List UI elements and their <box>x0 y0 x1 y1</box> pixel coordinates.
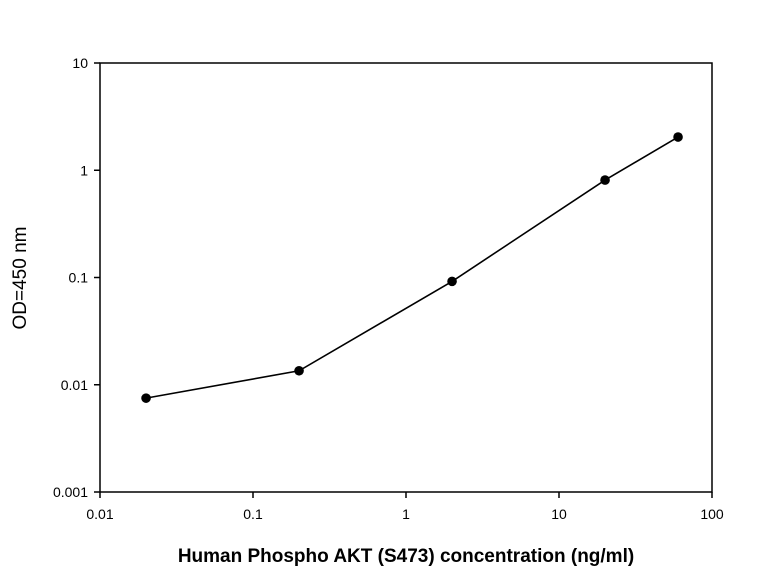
x-tick-label: 0.1 <box>243 506 263 522</box>
series-line <box>145 136 679 399</box>
data-point-marker <box>294 365 304 376</box>
x-axis: 0.01 0.1 1 10 100 <box>86 492 724 522</box>
y-tick-label: 1 <box>80 162 88 178</box>
plot-frame <box>99 62 713 493</box>
x-tick-label: 100 <box>700 506 724 522</box>
x-tick-label: 0.01 <box>86 506 113 522</box>
data-point-marker <box>447 276 457 287</box>
y-axis: 0.001 0.01 0.1 1 10 <box>53 55 100 500</box>
data-point-marker <box>600 175 610 185</box>
y-axis-title: OD=450 nm <box>10 227 31 330</box>
y-tick-label: 10 <box>72 55 88 71</box>
data-series <box>141 132 683 403</box>
y-tick-label: 0.1 <box>69 270 89 286</box>
y-tick-label: 0.01 <box>61 377 88 393</box>
x-tick-label: 10 <box>551 506 567 522</box>
data-point-marker <box>141 393 151 403</box>
plot-border <box>99 62 713 493</box>
data-point-marker <box>673 132 683 142</box>
x-tick-label: 1 <box>402 506 410 522</box>
y-tick-label: 0.001 <box>53 484 88 500</box>
x-axis-title: Human Phospho AKT (S473) concentration (… <box>178 546 634 567</box>
